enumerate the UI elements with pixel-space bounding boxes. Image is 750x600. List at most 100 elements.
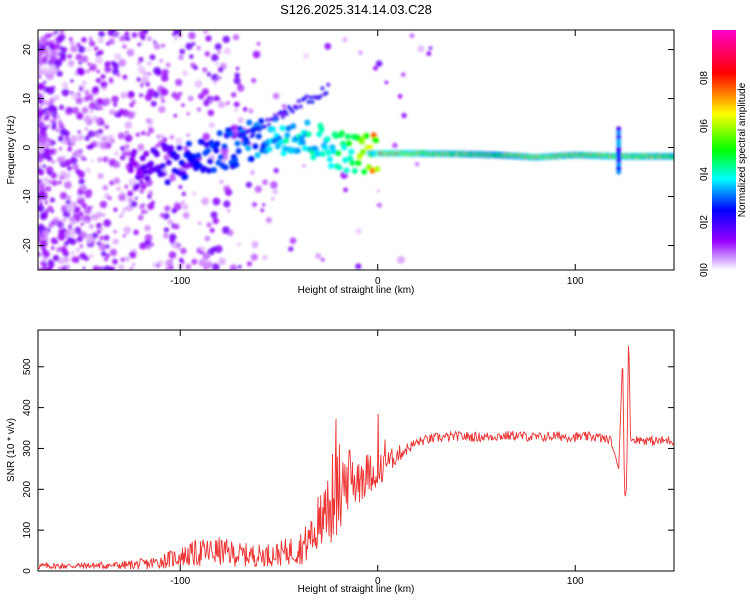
- colorbar-tick-label: 0.6: [699, 119, 710, 133]
- spectrogram-noise-cell: [80, 184, 88, 192]
- spectrogram-noise-cell: [175, 78, 183, 87]
- spectrogram-y-ticks: -20 -10 0 10 20: [22, 44, 674, 253]
- spectrogram-noise-cell: [315, 253, 322, 259]
- spectrogram-spike-cell: [616, 153, 622, 159]
- spectrogram-noise-cell: [80, 222, 84, 226]
- spectrogram-noise-cell: [120, 257, 126, 263]
- spectrogram-noise-cell: [320, 257, 325, 262]
- spectrogram-spike-cell: [616, 157, 622, 163]
- spectrogram-noise-cell: [77, 190, 83, 196]
- spectrogram-signal-cell: [281, 145, 288, 152]
- spectrogram-noise-cell: [109, 180, 115, 186]
- spectrogram-noise-cell: [193, 65, 198, 71]
- spectrogram-noise-cell: [201, 88, 209, 96]
- spectrogram-noise-cell: [138, 30, 147, 38]
- spectrogram-noise-cell: [47, 138, 52, 143]
- spectrogram-noise-cell: [98, 30, 105, 38]
- spectrogram-noise-cell: [47, 171, 52, 176]
- spectrogram-noise-cell: [69, 135, 78, 143]
- spectrogram-noise-cell: [62, 210, 71, 218]
- spectrogram-noise-cell: [182, 203, 189, 211]
- spectrogram-noise-cell: [61, 204, 68, 212]
- spectrogram-noise-cell: [146, 132, 150, 136]
- spectrogram-signal-cell: [165, 159, 172, 166]
- spectrogram-noise-cell: [288, 246, 294, 252]
- spectrogram-noise-cell: [227, 209, 231, 213]
- spectrogram-noise-cell: [109, 109, 115, 115]
- spectrogram-signal-cell: [336, 164, 343, 171]
- spectrogram-noise-cell: [107, 266, 115, 270]
- spectrogram-noise-cell: [77, 134, 84, 141]
- spectrogram-noise-cell: [113, 177, 120, 185]
- snr-x-ticks: -100 0 100: [170, 330, 584, 587]
- spectrogram-noise-cell: [59, 46, 65, 52]
- spectrogram-noise-cell: [175, 137, 183, 145]
- spectrogram-noise-cell: [160, 74, 169, 82]
- spectrogram-noise-cell: [246, 261, 253, 267]
- spectrogram-signal-cell: [201, 165, 208, 172]
- spectrogram-noise-cell: [40, 135, 47, 142]
- spectrogram-noise-cell: [234, 108, 238, 112]
- spectrogram-noise-cell: [160, 88, 169, 96]
- spectrogram-noise-cell: [92, 131, 97, 136]
- spectrogram-x-ticks: -100 0 100: [170, 30, 584, 287]
- spectrogram-noise-cell: [78, 86, 84, 91]
- spectrogram-noise-cell: [194, 79, 203, 88]
- spectrogram-noise-cell: [57, 266, 62, 270]
- colorbar-label: Normalized spectral amplitude: [737, 82, 748, 217]
- spectrogram-noise-cell: [173, 223, 180, 230]
- spectrogram-noise-cell: [89, 40, 96, 47]
- spectrogram-noise-cell: [233, 77, 241, 85]
- spectrogram-noise-cell: [65, 264, 71, 270]
- spectrogram-noise-cell: [109, 248, 118, 257]
- spectrogram-streak-cell: [273, 113, 277, 118]
- spectrogram-noise-cell: [61, 82, 69, 89]
- spectrogram-noise-cell: [50, 49, 57, 57]
- spectrogram-streak-cell: [318, 94, 323, 99]
- spectrogram-noise-cell: [51, 180, 58, 186]
- spectrogram-signal-cell: [374, 166, 381, 172]
- spectrogram-signal-cell: [196, 162, 203, 169]
- spectrogram-noise-cell: [43, 86, 51, 93]
- snr-y-ticks: 0 100 200 300 400 500: [22, 358, 674, 574]
- spectrogram-noise-cell: [103, 97, 111, 106]
- spectrogram-noise-cell: [84, 127, 89, 131]
- spectrogram-noise-cell: [58, 147, 63, 151]
- spectrogram-noise-cell: [245, 181, 252, 188]
- spectrogram-noise-cell: [68, 143, 72, 147]
- spectrogram-noise-cell: [38, 49, 44, 58]
- spectrogram-noise-cell: [212, 197, 221, 206]
- spectrogram-noise-cell: [41, 123, 46, 127]
- snr-x-label: Height of straight line (km): [298, 584, 415, 595]
- spectrogram-noise-cell: [79, 252, 87, 260]
- spectrogram-noise-cell: [81, 37, 87, 43]
- spectrogram-noise-cell: [49, 197, 56, 203]
- spectrogram-noise-cell: [104, 65, 112, 73]
- spectrogram-streak-cell: [304, 94, 309, 99]
- spectrogram-signal-cell: [356, 153, 363, 160]
- spectrogram-noise-cell: [77, 130, 82, 134]
- spectrogram-noise-cell: [122, 44, 127, 49]
- spectrogram-streak-cell: [308, 95, 313, 100]
- spectrogram-signal-cell: [248, 155, 255, 162]
- spectrogram-noise-cell: [147, 61, 152, 66]
- spectrogram-streak-cell: [280, 114, 285, 119]
- spectrogram-signal-cell: [176, 144, 183, 151]
- spectrogram-noise-cell: [92, 232, 98, 239]
- colorbar-tick-label: 0.4: [699, 167, 710, 181]
- spectrogram-noise-cell: [156, 134, 161, 139]
- spectrogram-noise-cell: [107, 196, 112, 201]
- spectrogram-noise-cell: [97, 157, 103, 163]
- spectrogram-signal-cell: [280, 150, 287, 157]
- spectrogram-noise-cell: [187, 95, 194, 102]
- spectrogram-noise-cell: [74, 149, 83, 158]
- spectrogram-noise-cell: [169, 134, 175, 140]
- spectrogram-noise-cell: [215, 61, 220, 66]
- spectrogram-noise-cell: [57, 156, 64, 163]
- spectrogram-noise-cell: [118, 59, 127, 67]
- spectrogram-signal-cell: [131, 148, 138, 155]
- spectrogram-noise-cell: [44, 200, 49, 205]
- snr-y-tick-label: 300: [22, 440, 33, 457]
- spectrogram-noise-cell: [50, 172, 57, 179]
- spectrogram-spike-cell: [616, 138, 622, 144]
